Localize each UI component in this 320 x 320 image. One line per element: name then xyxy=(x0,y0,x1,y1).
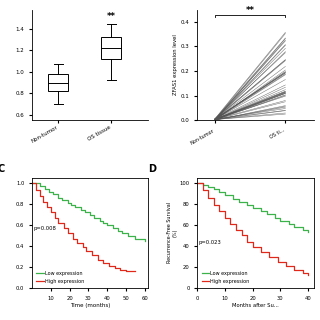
Legend: Low expression, High expression: Low expression, High expression xyxy=(35,269,86,285)
Text: **: ** xyxy=(107,12,116,21)
Text: B: B xyxy=(153,0,160,1)
Y-axis label: Recurrence-Free Survival
(%): Recurrence-Free Survival (%) xyxy=(167,202,178,263)
Text: **: ** xyxy=(246,5,255,14)
Bar xyxy=(101,37,121,59)
Text: p=0.008: p=0.008 xyxy=(34,226,57,231)
Y-axis label: ZFAS1 expression level: ZFAS1 expression level xyxy=(173,35,178,95)
X-axis label: Months after Su...: Months after Su... xyxy=(232,303,279,308)
Bar xyxy=(48,74,68,91)
Text: D: D xyxy=(148,164,156,174)
X-axis label: Time (months): Time (months) xyxy=(70,303,110,308)
Legend: Low expression, High expression: Low expression, High expression xyxy=(200,269,252,285)
Text: p=0.023: p=0.023 xyxy=(199,240,221,245)
Text: C: C xyxy=(0,164,4,174)
